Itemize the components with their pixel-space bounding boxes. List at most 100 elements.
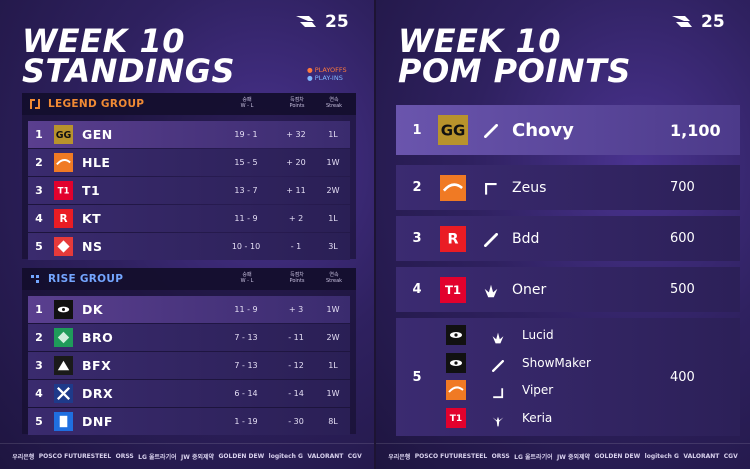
- sponsor-bar: 우리은행 POSCO FUTURESTEEL ORSS LG 울트라기어 JW 중외제약…: [0, 443, 374, 469]
- pom-rank: 3: [412, 231, 422, 246]
- team-streak: 8L: [328, 417, 338, 426]
- svg-text:T1: T1: [58, 187, 70, 197]
- hle-icon: [446, 380, 466, 400]
- standings-row-kt: 4 R KT 11 - 9 + 2 1L: [28, 205, 350, 232]
- pom-player-row: T1 Keria: [446, 406, 552, 430]
- pom-rank: 4: [412, 282, 422, 297]
- sponsor-logo: 우리은행: [12, 454, 35, 461]
- team-wl: 11 - 9: [234, 305, 258, 314]
- rise-group-header: RISE GROUP 승패 W - L 득점차 Points 연속 Streak: [22, 268, 356, 290]
- standings-row-drx: 4 DRX 6 - 14 - 14 1W: [28, 380, 350, 407]
- team-streak: 2W: [326, 333, 340, 342]
- sponsor-logo: VALORANT: [683, 453, 720, 460]
- pom-player-row: Viper: [446, 378, 553, 402]
- standings-row-dnf: 5 DNF 1 - 19 - 30 8L: [28, 408, 350, 435]
- team-streak: 1W: [326, 389, 340, 398]
- team-rank: 1: [35, 303, 43, 316]
- sponsor-logo: ORSS: [491, 453, 510, 460]
- team-name: DK: [82, 302, 104, 317]
- team-rank: 2: [35, 156, 43, 169]
- sponsor-logo: POSCO FUTURESTEEL: [414, 453, 488, 460]
- jungle-icon: [484, 283, 498, 297]
- svg-text:GG: GG: [441, 121, 466, 139]
- sponsor-logo: JW 중외제약: [557, 454, 591, 461]
- col-streak-header: 연속 Streak: [325, 97, 343, 109]
- pom-rank-4-card: 4 T1 Oner 500: [396, 267, 740, 312]
- player-name: Lucid: [522, 328, 554, 342]
- player-name: Bdd: [512, 230, 540, 247]
- svg-text:R: R: [447, 231, 458, 247]
- player-name: Chovy: [512, 119, 574, 141]
- dk-icon: [54, 300, 73, 319]
- standings-title: WEEK 10 STANDINGS: [22, 22, 235, 90]
- support-icon: [492, 412, 504, 426]
- pom-rank-5-card: 5 400 Lucid ShowMaker Viper T1 Keria: [396, 318, 740, 436]
- pom-player-row: Lucid: [446, 323, 554, 347]
- team-points: - 14: [288, 389, 304, 398]
- team-name: BFX: [82, 358, 112, 373]
- ns-icon: [54, 237, 73, 256]
- geng-icon: GG: [54, 125, 73, 144]
- hle-icon: [54, 153, 73, 172]
- rise-group-name: RISE GROUP: [48, 273, 124, 285]
- standings-row-ns: 5 NS 10 - 10 - 1 3L: [28, 233, 350, 260]
- team-name: HLE: [82, 155, 111, 170]
- sponsor-logo: GOLDEN DEW: [218, 453, 265, 460]
- team-points: + 2: [288, 214, 304, 223]
- col-points-header: 득점차 Points: [289, 97, 305, 109]
- dk-icon: [446, 352, 466, 373]
- legend-group-icon: [30, 99, 40, 109]
- team-wl: 15 - 5: [234, 158, 258, 167]
- team-rank: 5: [35, 415, 43, 428]
- bot-icon: [492, 384, 504, 399]
- pom-rank-2-card: 2 Zeus 700: [396, 165, 740, 210]
- dnf-icon: [54, 412, 73, 431]
- team-rank: 5: [35, 240, 43, 253]
- team-points: + 20: [286, 158, 306, 167]
- title-line1: WEEK 10: [398, 22, 561, 60]
- team-wl: 11 - 9: [234, 214, 258, 223]
- team-wl: 13 - 7: [234, 186, 258, 195]
- pom-points-panel: 25 WEEK 10 POM POINTS 1 GG Chovy 1,100 2…: [376, 0, 750, 469]
- pom-rank: 1: [412, 122, 422, 138]
- team-points: + 11: [286, 186, 306, 195]
- legend-group-name: LEGEND GROUP: [48, 98, 145, 110]
- team-streak: 1L: [328, 214, 338, 223]
- geng-icon: GG: [438, 115, 468, 145]
- team-name: KT: [82, 211, 102, 226]
- team-rank: 3: [35, 184, 43, 197]
- col-wl-header: 승패 W - L: [240, 272, 254, 284]
- svg-text:T1: T1: [445, 283, 461, 297]
- standings-row-hle: 2 HLE 15 - 5 + 20 1W: [28, 149, 350, 176]
- pom-rank-1-card: 1 GG Chovy 1,100: [396, 105, 740, 155]
- kt-icon: R: [54, 209, 73, 228]
- team-name: BRO: [82, 330, 114, 345]
- pom-title: WEEK 10 POM POINTS: [398, 22, 631, 90]
- team-streak: 2W: [326, 186, 340, 195]
- sponsor-logo: JW 중외제약: [181, 454, 215, 461]
- qualification-legend: ● PLAYOFFS ● PLAY-INS: [307, 66, 347, 82]
- team-points: - 12: [288, 361, 304, 370]
- team-rank: 1: [35, 128, 43, 141]
- standings-row-dk: 1 DK 11 - 9 + 3 1W: [28, 296, 350, 323]
- rise-group-table: RISE GROUP 승패 W - L 득점차 Points 연속 Streak 1 …: [22, 268, 356, 435]
- bfx-icon: [54, 356, 73, 375]
- team-rank: 4: [35, 387, 43, 400]
- pom-rank-3-card: 3 R Bdd 600: [396, 216, 740, 261]
- hle-icon: [438, 173, 468, 203]
- team-wl: 19 - 1: [234, 130, 258, 139]
- pom-player-row: ShowMaker: [446, 351, 591, 375]
- svg-text:T1: T1: [450, 414, 462, 424]
- title-line1: WEEK 10: [22, 22, 185, 60]
- title-line2: STANDINGS: [22, 52, 235, 90]
- team-rank: 2: [35, 331, 43, 344]
- team-wl: 7 - 13: [234, 361, 258, 370]
- sponsor-logo: POSCO FUTURESTEEL: [38, 453, 112, 460]
- title-line2: POM POINTS: [398, 52, 631, 90]
- team-streak: 1W: [326, 158, 340, 167]
- team-streak: 3L: [328, 242, 338, 251]
- col-streak-header: 연속 Streak: [325, 272, 343, 284]
- svg-text:R: R: [59, 213, 67, 225]
- team-wl: 10 - 10: [231, 242, 261, 251]
- team-name: DRX: [82, 386, 114, 401]
